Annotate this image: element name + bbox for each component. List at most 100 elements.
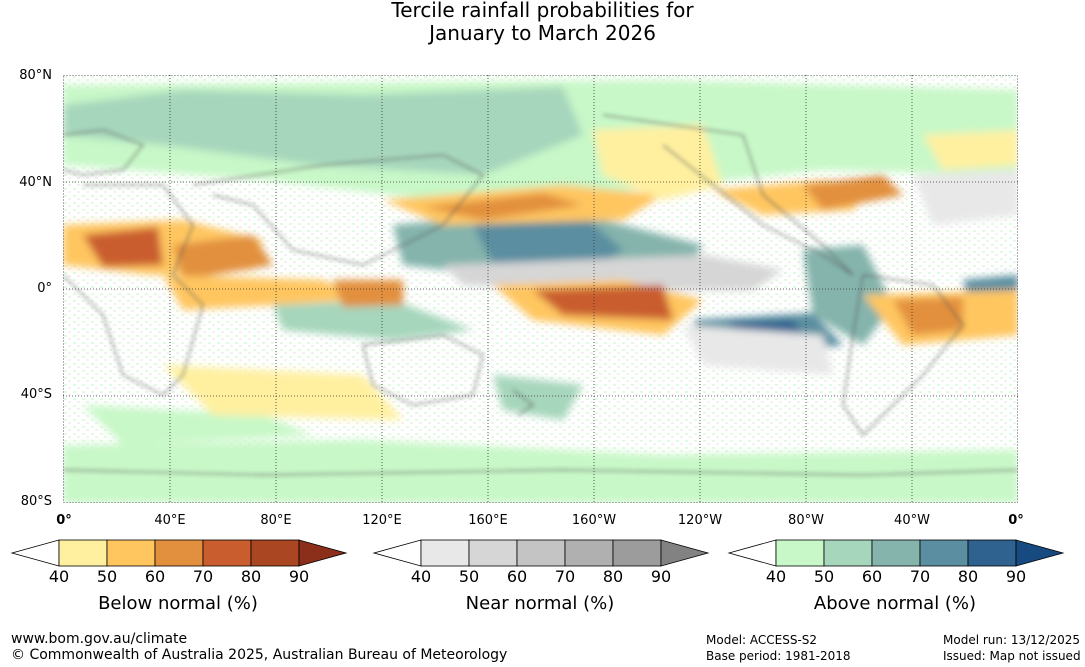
above-tick-60: 60 [861, 567, 883, 586]
near-normal-north-atlantic [913, 170, 1018, 225]
above-tick-70: 70 [909, 567, 931, 586]
near-normal-southeast-pacific [683, 325, 833, 375]
above-normal-central-america [803, 245, 893, 345]
above-tick-50: 50 [813, 567, 835, 586]
below-tick-60: 60 [144, 567, 166, 586]
below-normal-gulf-region [803, 175, 903, 210]
above-normal-tasman-sea [493, 375, 583, 420]
below-normal-colorbar [10, 539, 350, 569]
lat-label-40s: 40°S [20, 387, 52, 402]
lon-label-40w: 40°W [894, 513, 930, 528]
below-normal-north-pacific-core [423, 193, 583, 220]
model-run-date: Model run: 13/12/2025 [943, 633, 1081, 647]
near-segment-2 [468, 539, 518, 567]
below-normal-north-pacific-east [593, 125, 723, 200]
above-normal-colorbar [727, 539, 1067, 569]
above-tick-40: 40 [765, 567, 787, 586]
below-segment-5 [250, 539, 300, 567]
lat-label-80s: 80°S [20, 494, 52, 509]
graticule [63, 75, 1018, 503]
above-arrow-high [1015, 539, 1065, 567]
coastline-asia [192, 154, 484, 266]
below-normal-legend-title: Below normal (%) [98, 593, 258, 614]
near-tick-80: 80 [602, 567, 624, 586]
near-segment-4 [564, 539, 614, 567]
near-normal-colorbar [372, 539, 712, 569]
map-canvas [63, 75, 1018, 503]
near-segment-5 [612, 539, 662, 567]
near-tick-40: 40 [410, 567, 432, 586]
lat-label-equator: 0° [37, 281, 52, 296]
coastline-north-america [602, 114, 854, 276]
near-normal-equatorial-pacific [443, 255, 783, 290]
below-segment-3 [154, 539, 204, 567]
above-normal-indian-ocean [273, 300, 473, 340]
above-segment-1 [775, 539, 825, 567]
coastline-europe [63, 129, 144, 176]
coastline-africa [63, 184, 204, 396]
below-segment-4 [202, 539, 252, 567]
below-tick-50: 50 [96, 567, 118, 586]
coastline-new-zealand [512, 389, 535, 416]
below-tick-70: 70 [192, 567, 214, 586]
lon-label-0-east: 0° [1008, 513, 1024, 528]
near-arrow-high [660, 539, 710, 567]
probability-field [63, 80, 1018, 503]
near-tick-90: 90 [650, 567, 672, 586]
below-normal-colorbar-svg [10, 539, 348, 567]
below-normal-greenland [923, 130, 1018, 170]
below-tick-90: 90 [288, 567, 310, 586]
below-normal-central-pacific-core [533, 285, 673, 320]
copyright-text: © Commonwealth of Australia 2025, Austra… [11, 647, 508, 663]
above-normal-eurasia [63, 87, 583, 175]
above-normal-southern-ocean [63, 440, 1018, 503]
lat-label-80n: 80°N [19, 68, 52, 83]
above-segment-4 [919, 539, 969, 567]
near-arrow-low [372, 539, 422, 567]
near-normal-colorbar-svg [372, 539, 710, 567]
above-segment-3 [871, 539, 921, 567]
below-normal-arabia [173, 235, 273, 280]
lon-label-120e: 120°E [362, 513, 402, 528]
lon-label-160w: 160°W [571, 513, 617, 528]
below-normal-equatorial-africa [163, 275, 363, 310]
near-segment-1 [420, 539, 470, 567]
base-period: Base period: 1981-2018 [706, 649, 851, 663]
near-tick-70: 70 [554, 567, 576, 586]
map-title-line-2: January to March 2026 [429, 21, 656, 45]
below-segment-1 [58, 539, 108, 567]
coastline-south-america [842, 274, 964, 436]
below-normal-maritime-continent [333, 280, 403, 307]
below-segment-2 [106, 539, 156, 567]
lon-label-0-west: 0° [56, 513, 72, 528]
above-segment-2 [823, 539, 873, 567]
below-normal-southern-indian-ocean [163, 365, 403, 420]
lon-label-80e: 80°E [260, 513, 292, 528]
below-arrow-low [10, 539, 60, 567]
below-tick-80: 80 [240, 567, 262, 586]
below-tick-40: 40 [48, 567, 70, 586]
issued-status: Issued: Map not issued [943, 649, 1081, 663]
near-normal-legend-title: Near normal (%) [465, 593, 615, 614]
near-segment-3 [516, 539, 566, 567]
above-segment-5 [967, 539, 1017, 567]
map-title-line-1: Tercile rainfall probabilities for [391, 0, 694, 22]
lon-label-40e: 40°E [154, 513, 186, 528]
map-frame [63, 75, 1018, 503]
above-arrow-low [727, 539, 777, 567]
coastline-australia [362, 334, 484, 406]
above-tick-80: 80 [957, 567, 979, 586]
lat-label-40n: 40°N [19, 175, 52, 190]
near-tick-60: 60 [506, 567, 528, 586]
above-normal-legend-title: Above normal (%) [813, 593, 977, 614]
near-tick-50: 50 [458, 567, 480, 586]
rainfall-probability-map [63, 75, 1018, 503]
above-normal-colorbar-svg [727, 539, 1065, 567]
coastlines [63, 114, 1018, 476]
above-tick-90: 90 [1005, 567, 1027, 586]
website-link[interactable]: www.bom.gov.au/climate [11, 631, 188, 647]
below-normal-brazil-core [893, 297, 963, 335]
below-normal-sahara-core [83, 227, 163, 267]
lon-label-160e: 160°E [468, 513, 508, 528]
model-name: Model: ACCESS-S2 [706, 633, 818, 647]
